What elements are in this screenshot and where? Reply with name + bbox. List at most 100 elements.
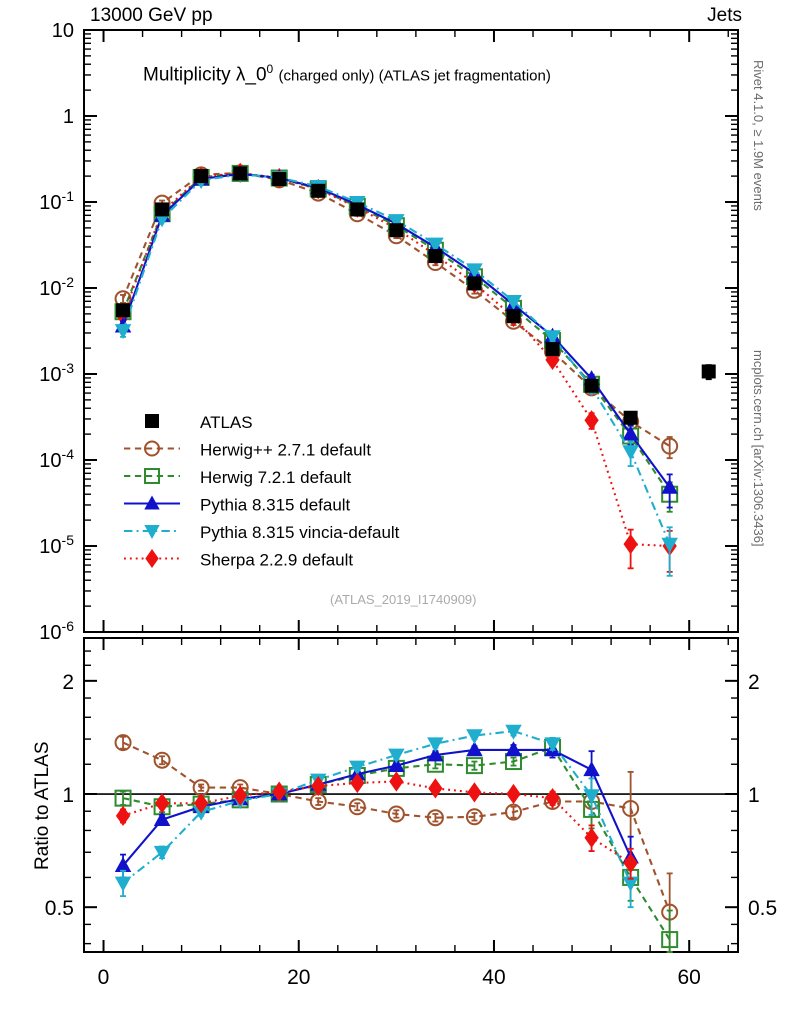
data-point: [465, 808, 483, 826]
series-line: [122, 730, 632, 884]
data-point: [505, 741, 522, 757]
data-point: [194, 169, 209, 184]
data-point: [311, 775, 326, 797]
data-point: [466, 729, 483, 745]
category-label: Jets: [707, 5, 742, 26]
data-point: [311, 183, 326, 198]
data-point: [661, 478, 678, 494]
main-y-tick-label: 10-2: [39, 274, 74, 300]
ratio-x-tick-label: 0: [98, 966, 110, 989]
data-point: [350, 202, 365, 217]
plot-title-qualifier: (charged only) (ATLAS jet fragmentation): [278, 67, 551, 85]
data-point: [622, 425, 639, 441]
data-point: [428, 778, 443, 799]
data-point: [153, 810, 171, 826]
legend-marker: [144, 468, 160, 484]
ratio-x-tick-label: 20: [287, 966, 310, 989]
data-point: [583, 761, 600, 777]
data-point: [115, 805, 131, 826]
data-point: [661, 437, 679, 455]
data-point: [505, 294, 522, 310]
data-point: [466, 741, 483, 757]
data-point: [544, 330, 561, 346]
data-point: [387, 805, 405, 823]
data-point: [153, 845, 171, 861]
legend-label: ATLAS: [200, 413, 253, 432]
main-y-tick-label: 10-5: [39, 532, 74, 558]
legend-label: Pythia 8.315 vincia-default: [200, 523, 400, 542]
plot-title-exponent: 0: [266, 62, 274, 76]
main-y-tick-label: 10-1: [39, 188, 74, 214]
data-point: [348, 798, 366, 816]
data-point: [623, 852, 638, 874]
data-point: [584, 378, 599, 393]
data-point: [427, 737, 444, 753]
ratio-y-tick-label: 2: [62, 671, 74, 694]
ratio-panel-frame: [83, 637, 739, 953]
data-point: [623, 410, 638, 425]
data-point: [622, 800, 640, 818]
data-point: [661, 931, 679, 949]
data-point: [154, 793, 170, 814]
data-point: [389, 223, 404, 238]
data-point: [623, 534, 638, 555]
data-point: [506, 309, 521, 324]
ratio-y-tick-label-right: 2: [748, 671, 760, 694]
data-point: [622, 876, 639, 892]
data-point: [388, 748, 405, 764]
data-point: [388, 214, 405, 230]
main-y-tick-label: 1: [63, 106, 74, 128]
legend-marker: [144, 440, 160, 457]
ratio-x-tick-label: 60: [678, 966, 701, 989]
data-point: [505, 724, 522, 740]
data-point: [114, 856, 132, 872]
data-point: [545, 788, 560, 809]
series-line: [122, 748, 632, 867]
ratio-y-tick-label: 0.5: [45, 897, 74, 920]
data-point: [116, 303, 131, 318]
data-point: [389, 771, 404, 792]
legend-marker: [145, 414, 159, 428]
data-point: [622, 445, 639, 461]
legend-label: Herwig 7.2.1 default: [200, 468, 351, 487]
ratio-y-tick-label-right: 0.5: [748, 897, 777, 920]
main-y-tick-label: 10-3: [39, 360, 74, 386]
data-point: [467, 276, 482, 291]
data-point: [388, 756, 405, 772]
watermark: (ATLAS_2019_I1740909): [330, 592, 477, 607]
data-point: [114, 324, 132, 340]
legend-label: Sherpa 2.2.9 default: [200, 551, 353, 570]
ratio-x-tick-label: 40: [482, 966, 505, 989]
plot-title: Multiplicity λ_00 (charged only) (ATLAS …: [143, 62, 551, 86]
data-point: [545, 342, 560, 357]
beam-label: 13000 GeV pp: [90, 5, 213, 26]
data-point: [233, 166, 248, 181]
main-panel-frame: [83, 29, 739, 633]
data-point: [661, 537, 678, 553]
main-y-tick-label: 10: [52, 20, 74, 42]
legend-label: Pythia 8.315 default: [200, 496, 351, 515]
data-point: [506, 783, 521, 805]
data-point: [584, 410, 599, 431]
data-point: [272, 781, 287, 802]
legend-marker: [144, 525, 160, 540]
data-point: [583, 789, 600, 805]
data-point: [584, 827, 599, 848]
ratio-y-tick-label: 1: [62, 784, 74, 807]
data-point: [427, 746, 444, 762]
data-point: [114, 734, 132, 752]
data-point: [194, 793, 209, 814]
legend-label: Herwig++ 2.7.1 default: [200, 441, 371, 460]
data-point: [114, 789, 132, 807]
data-point: [155, 202, 170, 217]
data-point: [426, 809, 444, 827]
legend-marker: [145, 549, 159, 568]
data-point: [233, 785, 248, 806]
data-point: [466, 263, 483, 279]
data-point: [467, 782, 482, 803]
data-point: [272, 172, 287, 187]
series-line: [122, 171, 671, 447]
legend-marker: [144, 495, 160, 510]
